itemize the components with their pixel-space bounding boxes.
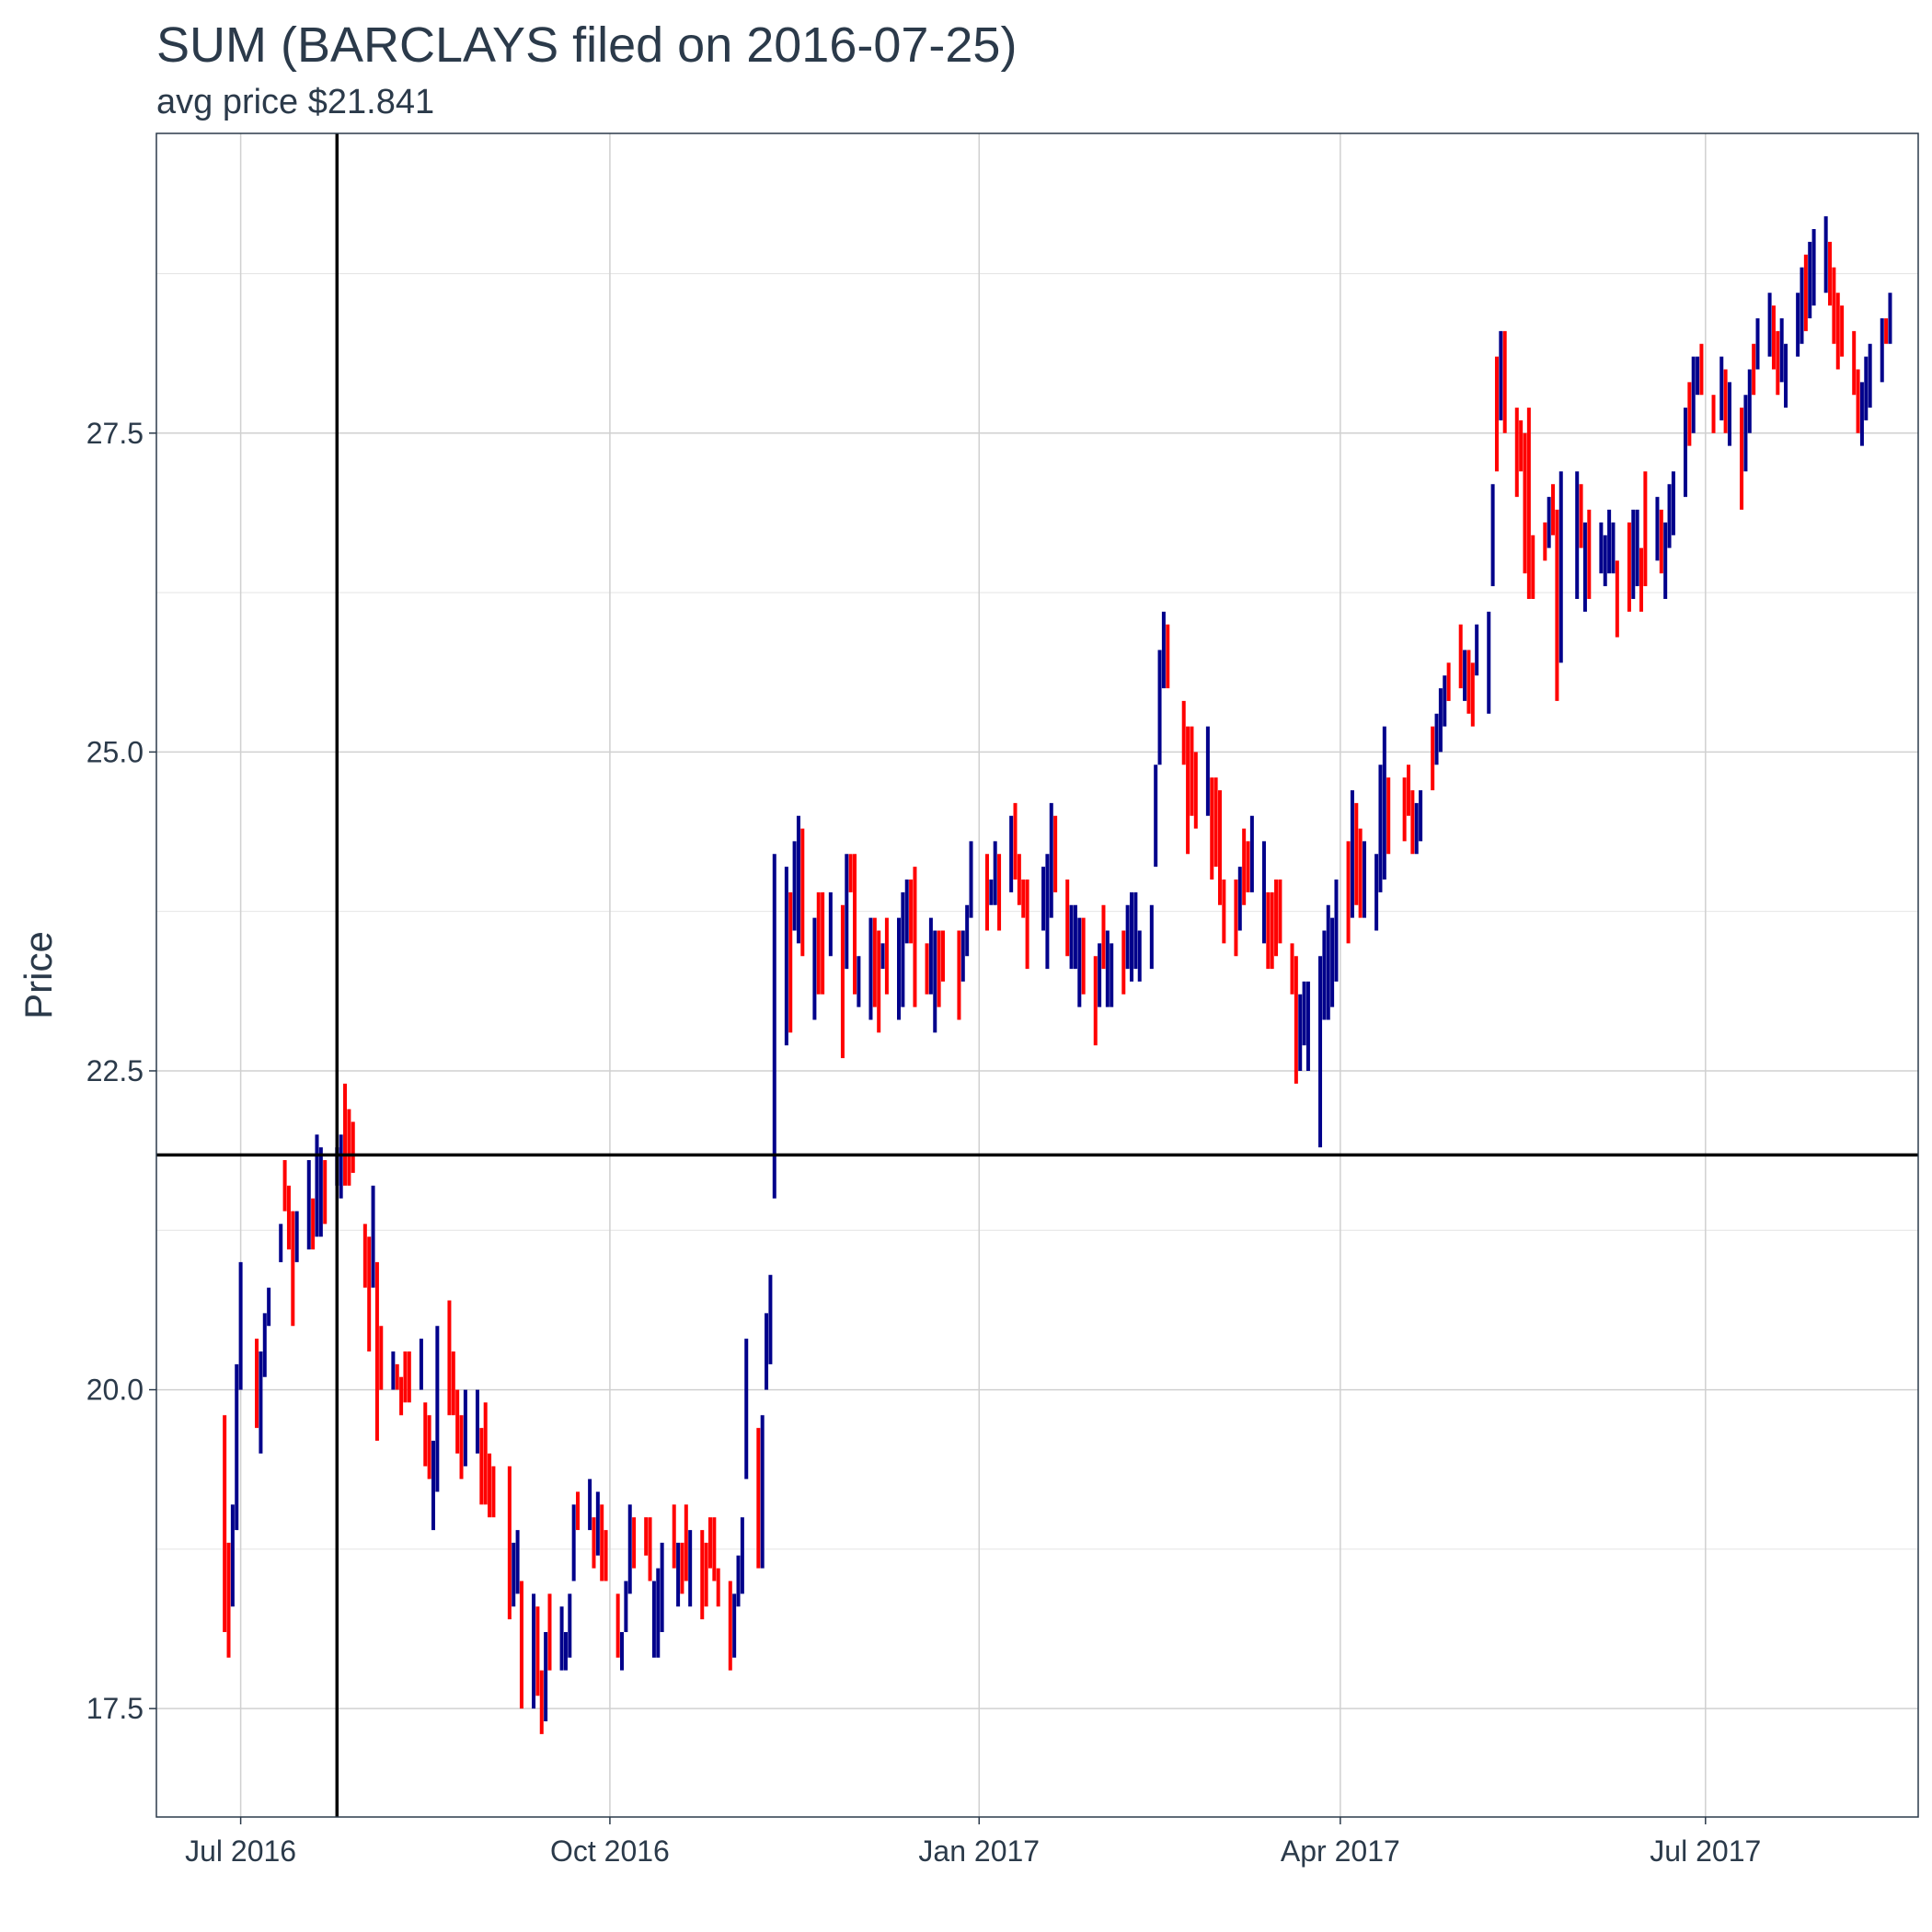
x-tick-label: Oct 2016	[550, 1834, 670, 1868]
y-tick-label: 27.5	[86, 417, 144, 450]
axes: 17.5 20.0 22.5 25.0 27.5 Jul 2016 Oct 2016 Jan …	[86, 417, 1762, 1868]
y-tick-label: 20.0	[86, 1374, 144, 1407]
x-tick-label: Jul 2016	[185, 1834, 296, 1868]
price-bars	[223, 216, 1892, 1734]
gridlines	[156, 133, 1918, 1817]
x-tick-label: Jan 2017	[918, 1834, 1040, 1868]
y-tick-label: 17.5	[86, 1692, 144, 1725]
chart-subtitle: avg price $21.841	[156, 83, 435, 121]
chart-title: SUM (BARCLAYS filed on 2016-07-25)	[156, 17, 1018, 73]
x-tick-label: Apr 2017	[1281, 1834, 1400, 1868]
y-axis-title: Price	[17, 931, 60, 1019]
x-tick-label: Jul 2017	[1650, 1834, 1761, 1868]
plot-panel-border	[155, 132, 1919, 1818]
y-tick-label: 22.5	[86, 1054, 144, 1087]
y-tick-label: 25.0	[86, 735, 144, 768]
reference-lines	[156, 133, 1918, 1817]
